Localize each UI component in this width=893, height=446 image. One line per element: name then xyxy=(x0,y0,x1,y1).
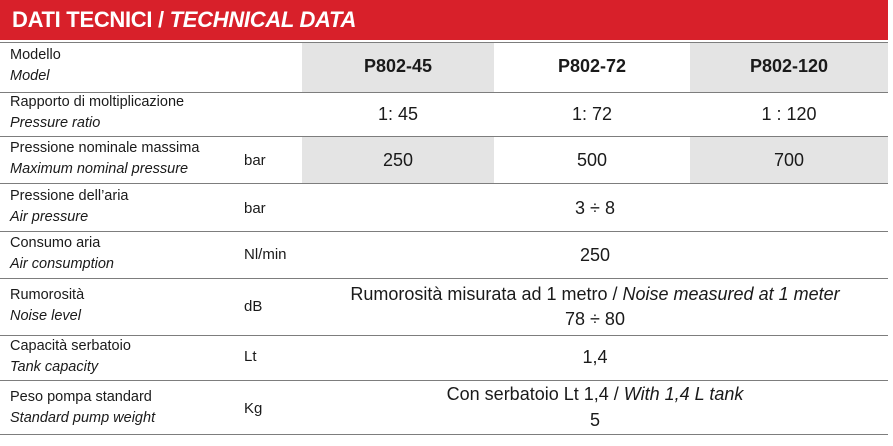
label-pump-weight: Peso pompa standard Standard pump weight xyxy=(10,389,156,426)
label-air-pressure: Pressione dell’aria Air pressure xyxy=(10,188,129,225)
rule-bottom xyxy=(0,434,888,435)
shade-pressure-col1 xyxy=(302,136,494,183)
ratio-value-3: 1 : 120 xyxy=(761,104,817,124)
weight-note: Con serbatoio Lt 1,4 / With 1,4 L tank xyxy=(446,384,744,404)
rule-1 xyxy=(0,92,888,93)
weight-value: 5 xyxy=(589,410,600,430)
label-air-consumption: Consumo aria Air consumption xyxy=(10,235,114,272)
table-title: DATI TECNICI / TECHNICAL DATA xyxy=(0,0,888,40)
label-max-pressure: Pressione nominale massima Maximum nomin… xyxy=(10,140,200,177)
unit-pump-weight: Kg xyxy=(244,400,263,417)
title-separator: / xyxy=(152,7,170,32)
unit-air-pressure: bar xyxy=(244,200,266,217)
air-pressure-value: 3 ÷ 8 xyxy=(575,198,615,218)
label-tank-capacity: Capacità serbatoio Tank capacity xyxy=(10,338,131,375)
max-pressure-value-1: 250 xyxy=(382,150,414,170)
label-pressure-ratio: Rapporto di moltiplicazione Pressure rat… xyxy=(10,94,185,131)
model-value-1: P802-45 xyxy=(363,56,433,76)
shade-model-col3 xyxy=(690,43,888,92)
title-italian: DATI TECNICI xyxy=(12,7,153,32)
rule-6 xyxy=(0,335,888,336)
max-pressure-value-2: 500 xyxy=(576,150,608,170)
rule-3 xyxy=(0,183,888,184)
model-value-3: P802-120 xyxy=(749,56,829,76)
unit-noise-level: dB xyxy=(244,298,263,315)
noise-note: Rumorosità misurata ad 1 metro / Noise m… xyxy=(350,284,840,304)
rule-top xyxy=(0,42,888,43)
shade-model-col1 xyxy=(302,43,494,92)
label-noise-level: Rumorosità Noise level xyxy=(10,287,85,324)
model-value-2: P802-72 xyxy=(557,56,627,76)
rule-4 xyxy=(0,231,888,232)
noise-value: 78 ÷ 80 xyxy=(565,309,625,329)
ratio-value-1: 1: 45 xyxy=(377,104,419,124)
shade-pressure-col3 xyxy=(690,136,888,183)
unit-air-consumption: Nl/min xyxy=(244,246,287,263)
unit-tank-capacity: Lt xyxy=(244,348,257,365)
max-pressure-value-3: 700 xyxy=(773,150,805,170)
rule-5 xyxy=(0,278,888,279)
unit-max-pressure: bar xyxy=(244,152,266,169)
tank-capacity-value: 1,4 xyxy=(582,347,608,367)
label-model: Modello Model xyxy=(10,47,61,84)
rule-2 xyxy=(0,136,888,137)
title-english: TECHNICAL DATA xyxy=(169,7,357,32)
air-consumption-value: 250 xyxy=(579,245,611,265)
ratio-value-2: 1: 72 xyxy=(571,104,613,124)
rule-7 xyxy=(0,380,888,381)
